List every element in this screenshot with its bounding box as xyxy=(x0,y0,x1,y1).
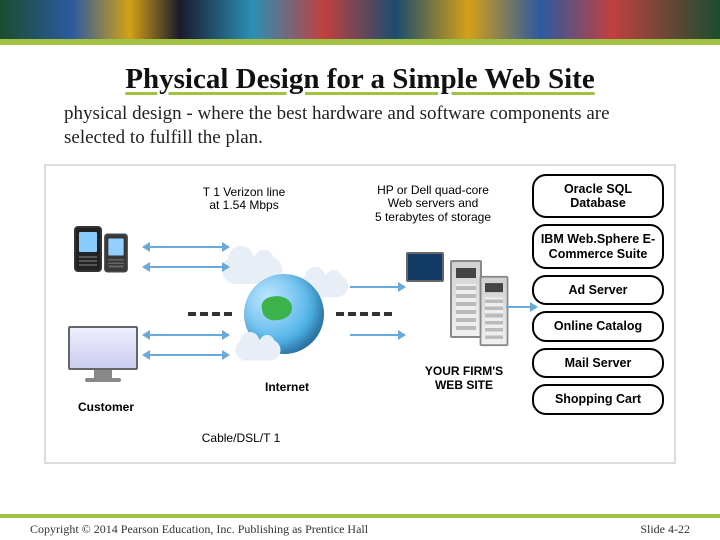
arrow-icon xyxy=(350,286,398,288)
component-stack: Oracle SQL Database IBM Web.Sphere E-Com… xyxy=(532,174,664,415)
stack-item: Mail Server xyxy=(532,348,664,378)
arrow-icon xyxy=(150,354,222,356)
stack-item: Oracle SQL Database xyxy=(532,174,664,219)
copyright-text: Copyright © 2014 Pearson Education, Inc.… xyxy=(30,522,368,537)
arrow-icon xyxy=(150,266,222,268)
stack-item: Shopping Cart xyxy=(532,384,664,414)
monitor-icon xyxy=(68,326,138,382)
stack-item: IBM Web.Sphere E-Commerce Suite xyxy=(532,224,664,269)
label-firm: YOUR FIRM'S WEB SITE xyxy=(404,364,524,392)
caption-servers-l2: Web servers and xyxy=(388,196,479,210)
page-subtitle: physical design - where the best hardwar… xyxy=(0,96,720,150)
caption-servers-l3: 5 terabytes of storage xyxy=(375,210,491,224)
server-monitor-icon xyxy=(406,252,444,282)
label-firm-l1: YOUR FIRM'S xyxy=(425,364,503,378)
cloud-icon-3 xyxy=(236,339,281,360)
caption-servers: HP or Dell quad-core Web servers and 5 t… xyxy=(348,184,518,225)
server-tower-icon-2 xyxy=(480,275,509,345)
dashed-link-icon xyxy=(336,312,392,316)
stack-item: Ad Server xyxy=(532,275,664,305)
page-title: Physical Design for a Simple Web Site xyxy=(0,63,720,96)
label-internet: Internet xyxy=(252,380,322,394)
label-customer: Customer xyxy=(66,400,146,414)
caption-servers-l1: HP or Dell quad-core xyxy=(377,183,489,197)
phone-icon-2 xyxy=(104,233,128,272)
label-firm-l2: WEB SITE xyxy=(435,378,493,392)
caption-t1: T 1 Verizon line at 1.54 Mbps xyxy=(184,186,304,214)
server-tower-icon xyxy=(450,260,482,338)
arrow-icon xyxy=(350,334,398,336)
footer: Copyright © 2014 Pearson Education, Inc.… xyxy=(0,514,720,540)
top-banner xyxy=(0,0,720,45)
arrow-icon xyxy=(150,334,222,336)
phone-icon xyxy=(74,226,102,272)
arrow-icon xyxy=(150,246,222,248)
caption-cable: Cable/DSL/T 1 xyxy=(186,432,296,446)
caption-t1-line1: T 1 Verizon line xyxy=(203,185,286,199)
architecture-diagram: T 1 Verizon line at 1.54 Mbps HP or Dell… xyxy=(44,164,676,464)
stack-item: Online Catalog xyxy=(532,311,664,341)
arrow-icon xyxy=(506,306,530,308)
caption-t1-line2: at 1.54 Mbps xyxy=(209,198,278,212)
dashed-link-icon xyxy=(188,312,232,316)
slide-number: Slide 4-22 xyxy=(640,522,690,537)
